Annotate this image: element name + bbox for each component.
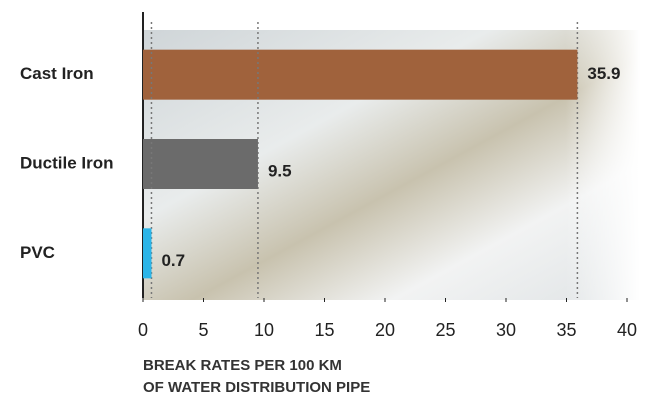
x-tick-label: 25 (435, 320, 455, 340)
category-label: Cast Iron (20, 64, 94, 83)
x-tick-label: 15 (314, 320, 334, 340)
bar (143, 139, 258, 189)
x-tick-label: 30 (496, 320, 516, 340)
x-tick-label: 10 (254, 320, 274, 340)
x-tick-label: 35 (556, 320, 576, 340)
x-tick-label: 5 (198, 320, 208, 340)
bar (143, 228, 152, 279)
category-label: PVC (20, 243, 55, 262)
x-tick-label: 40 (617, 320, 637, 340)
bar (143, 49, 578, 100)
x-axis-label: OF WATER DISTRIBUTION PIPE (143, 379, 370, 396)
value-label: 0.7 (161, 251, 185, 270)
value-label: 9.5 (268, 161, 292, 180)
x-tick-label: 20 (375, 320, 395, 340)
category-label: Ductile Iron (20, 153, 114, 172)
x-tick-label: 0 (138, 320, 148, 340)
x-axis-label: BREAK RATES PER 100 KM (143, 357, 342, 374)
value-label: 35.9 (587, 64, 620, 83)
